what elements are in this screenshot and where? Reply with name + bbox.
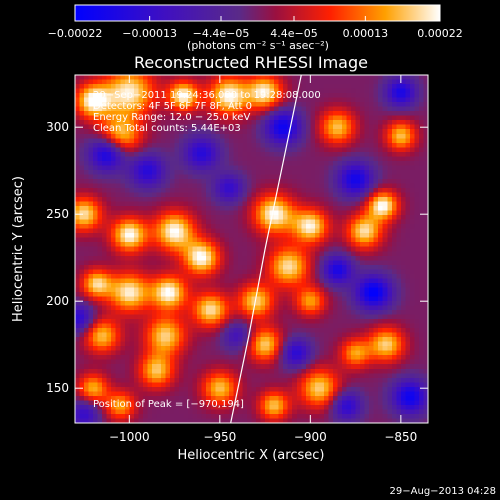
annotation-clean-counts: Clean Total counts: 5.44E+03 (93, 123, 241, 134)
x-tick-label: −1000 (109, 430, 150, 444)
y-tick-label: 300 (46, 120, 69, 134)
x-axis-label: Heliocentric X (arcsec) (178, 448, 325, 463)
y-tick-label: 150 (46, 381, 69, 395)
footer-date: 29−Aug−2013 04:28 (390, 486, 496, 497)
colorbar-tick-label: 0.00013 (343, 27, 389, 40)
colorbar: −0.00022 −0.00013 −4.4e−05 4.4e−05 0.00013 0.… (48, 4, 463, 52)
colorbar-unit-label: (photons cm⁻² s⁻¹ asec⁻²) (187, 39, 329, 52)
colorbar-ticks: −0.00022 −0.00013 −4.4e−05 4.4e−05 0.00013 0.… (48, 16, 463, 40)
x-axis: −1000 −950 −900 −850 (109, 75, 417, 444)
y-axis: 150 200 250 300 (46, 120, 428, 395)
x-tick-label: −900 (294, 430, 327, 444)
colorbar-tick-label: −4.4e−05 (193, 27, 250, 40)
colorbar-tick-label: −0.00022 (48, 27, 103, 40)
colorbar-gradient (74, 4, 441, 22)
x-tick-label: −850 (384, 430, 417, 444)
annotation-detectors: Detectors: 4F 5F 6F 7F 8F, Att 0 (93, 101, 252, 112)
y-tick-label: 250 (46, 207, 69, 221)
heatmap-image (75, 75, 428, 423)
y-axis-label: Heliocentric Y (arcsec) (11, 176, 26, 322)
annotation-peak-position: Position of Peak = [−970,194] (93, 399, 244, 410)
x-tick-label: −950 (203, 430, 236, 444)
annotation-time: 20−Sep−2011 19:24:36.000 to 19:28:08.000 (93, 90, 321, 101)
solar-limb-curve (230, 75, 302, 423)
colorbar-tick-label: −0.00013 (122, 27, 177, 40)
annotation-energy: Energy Range: 12.0 − 25.0 keV (93, 112, 250, 123)
colorbar-tick-label: 4.4e−05 (270, 27, 317, 40)
plot-frame (74, 74, 429, 424)
y-tick-label: 200 (46, 294, 69, 308)
colorbar-tick-label: 0.00022 (417, 27, 463, 40)
chart-title: Reconstructed RHESSI Image (134, 53, 368, 72)
